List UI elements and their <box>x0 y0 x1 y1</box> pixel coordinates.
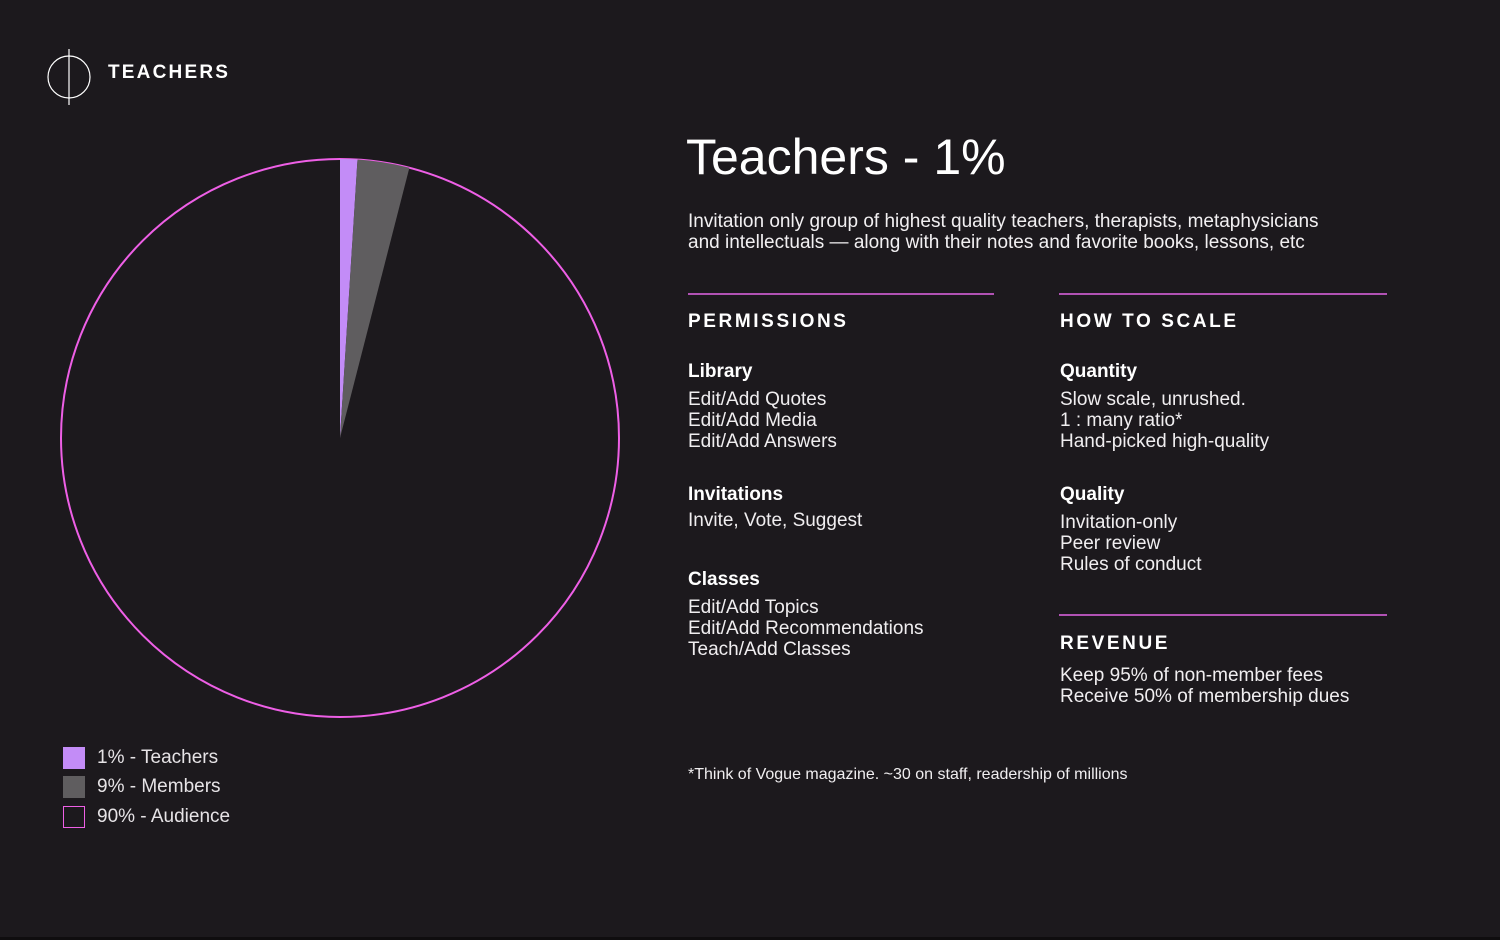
legend-label-teachers: 1% - Teachers <box>97 746 219 768</box>
pie-slice-members <box>340 159 410 438</box>
how-to-scale-heading: HOW TO SCALE <box>1060 311 1239 332</box>
block-line: Slow scale, unrushed. <box>1060 389 1246 410</box>
block-title: Quantity <box>1060 361 1138 382</box>
how-to-scale-divider <box>1059 293 1387 295</box>
legend-label-audience: 90% - Audience <box>97 805 231 827</box>
block-line: Edit/Add Answers <box>688 431 837 452</box>
permissions-heading: PERMISSIONS <box>688 311 849 332</box>
legend-item-members: 9% - Members <box>63 773 230 803</box>
block-line: Peer review <box>1060 533 1161 554</box>
block-line: Edit/Add Recommendations <box>688 618 924 639</box>
permissions-invitations: Invitations Invite, Vote, Suggest <box>688 484 1018 531</box>
block-line: Keep 95% of non-member fees <box>1060 665 1323 686</box>
legend-item-audience: 90% - Audience <box>63 802 230 832</box>
legend-swatch-audience <box>63 805 85 828</box>
legend-swatch-teachers <box>63 746 85 769</box>
footnote: *Think of Vogue magazine. ~30 on staff, … <box>688 766 1128 783</box>
block-title: Classes <box>688 569 760 590</box>
pie-chart <box>60 158 620 718</box>
block-title: Library <box>688 361 753 382</box>
legend-swatch-members <box>63 776 85 799</box>
block-line: 1 : many ratio* <box>1060 410 1183 431</box>
page-subtitle: Invitation only group of highest quality… <box>688 211 1448 253</box>
bottom-bar <box>0 937 1500 940</box>
block-line: Teach/Add Classes <box>688 639 851 660</box>
block-line: Edit/Add Topics <box>688 597 819 618</box>
chart-legend: 1% - Teachers 9% - Members 90% - Audienc… <box>63 743 230 832</box>
block-line: Hand-picked high-quality <box>1060 431 1270 452</box>
revenue-divider <box>1059 614 1387 616</box>
block-line: Invitation-only <box>1060 512 1178 533</box>
subtitle-line: and intellectuals — along with their not… <box>688 232 1305 253</box>
permissions-classes: Classes Edit/Add Topics Edit/Add Recomme… <box>688 569 1018 660</box>
revenue-lines: Keep 95% of non-member fees Receive 50% … <box>1060 665 1460 707</box>
page-title: Teachers - 1% <box>686 129 1006 185</box>
block-title: Invitations <box>688 484 784 505</box>
permissions-library: Library Edit/Add Quotes Edit/Add Media E… <box>688 361 1018 452</box>
revenue-heading: REVENUE <box>1060 633 1171 654</box>
block-line: Invite, Vote, Suggest <box>688 510 863 531</box>
scale-quantity: Quantity Slow scale, unrushed. 1 : many … <box>1060 361 1390 452</box>
brand-label: TEACHERS <box>108 62 231 83</box>
block-line: Edit/Add Media <box>688 410 817 431</box>
pie-slice-teachers <box>340 159 358 438</box>
permissions-divider <box>688 293 994 295</box>
circle-vertical-line-icon <box>47 49 91 105</box>
block-line: Edit/Add Quotes <box>688 389 827 410</box>
scale-quality: Quality Invitation-only Peer review Rule… <box>1060 484 1390 575</box>
legend-label-members: 9% - Members <box>97 776 221 798</box>
subtitle-line: Invitation only group of highest quality… <box>688 211 1319 232</box>
block-title: Quality <box>1060 484 1125 505</box>
block-line: Receive 50% of membership dues <box>1060 686 1350 707</box>
block-line: Rules of conduct <box>1060 554 1202 575</box>
legend-item-teachers: 1% - Teachers <box>63 743 230 773</box>
